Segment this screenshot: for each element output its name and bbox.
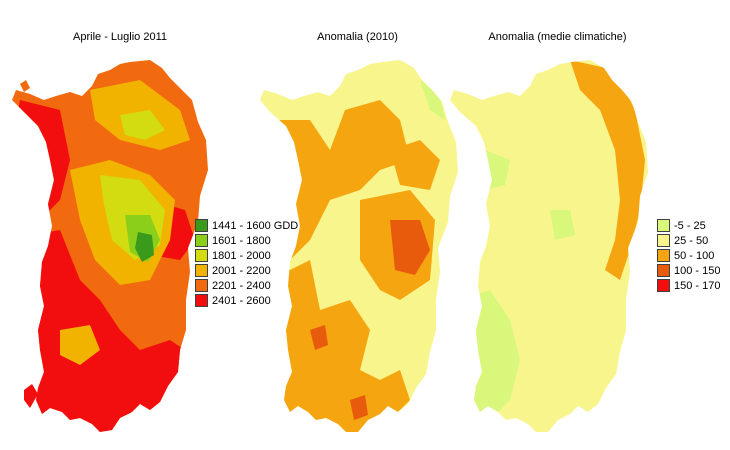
panel-title: Aprile - Luglio 2011 (73, 31, 167, 43)
legend-item: 1441 - 1600 GDD (195, 218, 298, 233)
gdd-legend: 1441 - 1600 GDD 1601 - 1800 1801 - 2000 … (195, 218, 298, 308)
legend-swatch (657, 234, 670, 247)
zone-50-100-south (270, 260, 410, 432)
anomaly-legend: -5 - 25 25 - 50 50 - 100 100 - 150 150 -… (657, 218, 720, 293)
legend-item: 2401 - 2600 (195, 293, 298, 308)
legend-item: -5 - 25 (657, 218, 720, 233)
legend-item: 25 - 50 (657, 233, 720, 248)
island-sant-antioco (24, 384, 38, 408)
sardinia-anomaly-2010-map (260, 60, 458, 432)
legend-swatch (195, 219, 208, 232)
zone-2001-2200-southwest (60, 325, 100, 365)
map-panel-anomaly-climate: Anomalia (medie climatiche) -5 - 25 25 -… (440, 0, 730, 450)
legend-swatch (657, 264, 670, 277)
legend-item: 1601 - 1800 (195, 233, 298, 248)
legend-item: 150 - 170 (657, 278, 720, 293)
legend-label: -5 - 25 (674, 219, 706, 232)
legend-label: 1601 - 1800 (212, 234, 271, 247)
zone-50-100-east (390, 140, 440, 190)
legend-label: 1801 - 2000 (212, 249, 271, 262)
zone-100-150-south (350, 395, 368, 420)
legend-label: 2401 - 2600 (212, 294, 271, 307)
zone-50-100-east-coast (570, 60, 645, 280)
island-asinara (20, 80, 30, 92)
map-panel-gdd-2011: Aprile - Luglio 2011 1441 - 1600 GDD 160… (0, 0, 298, 450)
legend-item: 2001 - 2200 (195, 263, 298, 278)
zone-50-100-northwest (270, 100, 410, 260)
zone-5-25-northeast (420, 80, 445, 120)
sardinia-gdd-map (12, 60, 208, 432)
legend-label: 150 - 170 (674, 279, 721, 292)
legend-swatch (657, 219, 670, 232)
zone-100-150 (390, 220, 430, 275)
zone-100-150-west (310, 325, 328, 350)
legend-label: 25 - 50 (674, 234, 709, 247)
legend-label: 2201 - 2400 (212, 279, 271, 292)
legend-swatch (657, 279, 670, 292)
legend-item: 1801 - 2000 (195, 248, 298, 263)
sardinia-anomaly-climate-map (450, 60, 648, 432)
legend-swatch (195, 264, 208, 277)
panel-title: Anomalia (2010) (317, 31, 398, 43)
legend-item: 50 - 100 (657, 248, 720, 263)
legend-swatch (195, 234, 208, 247)
legend-swatch (195, 294, 208, 307)
legend-swatch (195, 279, 208, 292)
zone-5-25-center (550, 210, 575, 240)
legend-label: 1441 - 1600 GDD (212, 219, 299, 232)
map-panel-anomaly-2010: Anomalia (2010) (250, 0, 465, 450)
zone-1441-1600 (135, 232, 154, 262)
legend-swatch (195, 249, 208, 262)
panel-title: Anomalia (medie climatiche) (488, 31, 627, 43)
legend-item: 2201 - 2400 (195, 278, 298, 293)
legend-label: 2001 - 2200 (212, 264, 271, 277)
zone-1801-2000-north (120, 110, 165, 140)
legend-swatch (657, 249, 670, 262)
legend-label: 50 - 100 (674, 249, 715, 262)
legend-item: 100 - 150 (657, 263, 720, 278)
legend-label: 100 - 150 (674, 264, 721, 277)
